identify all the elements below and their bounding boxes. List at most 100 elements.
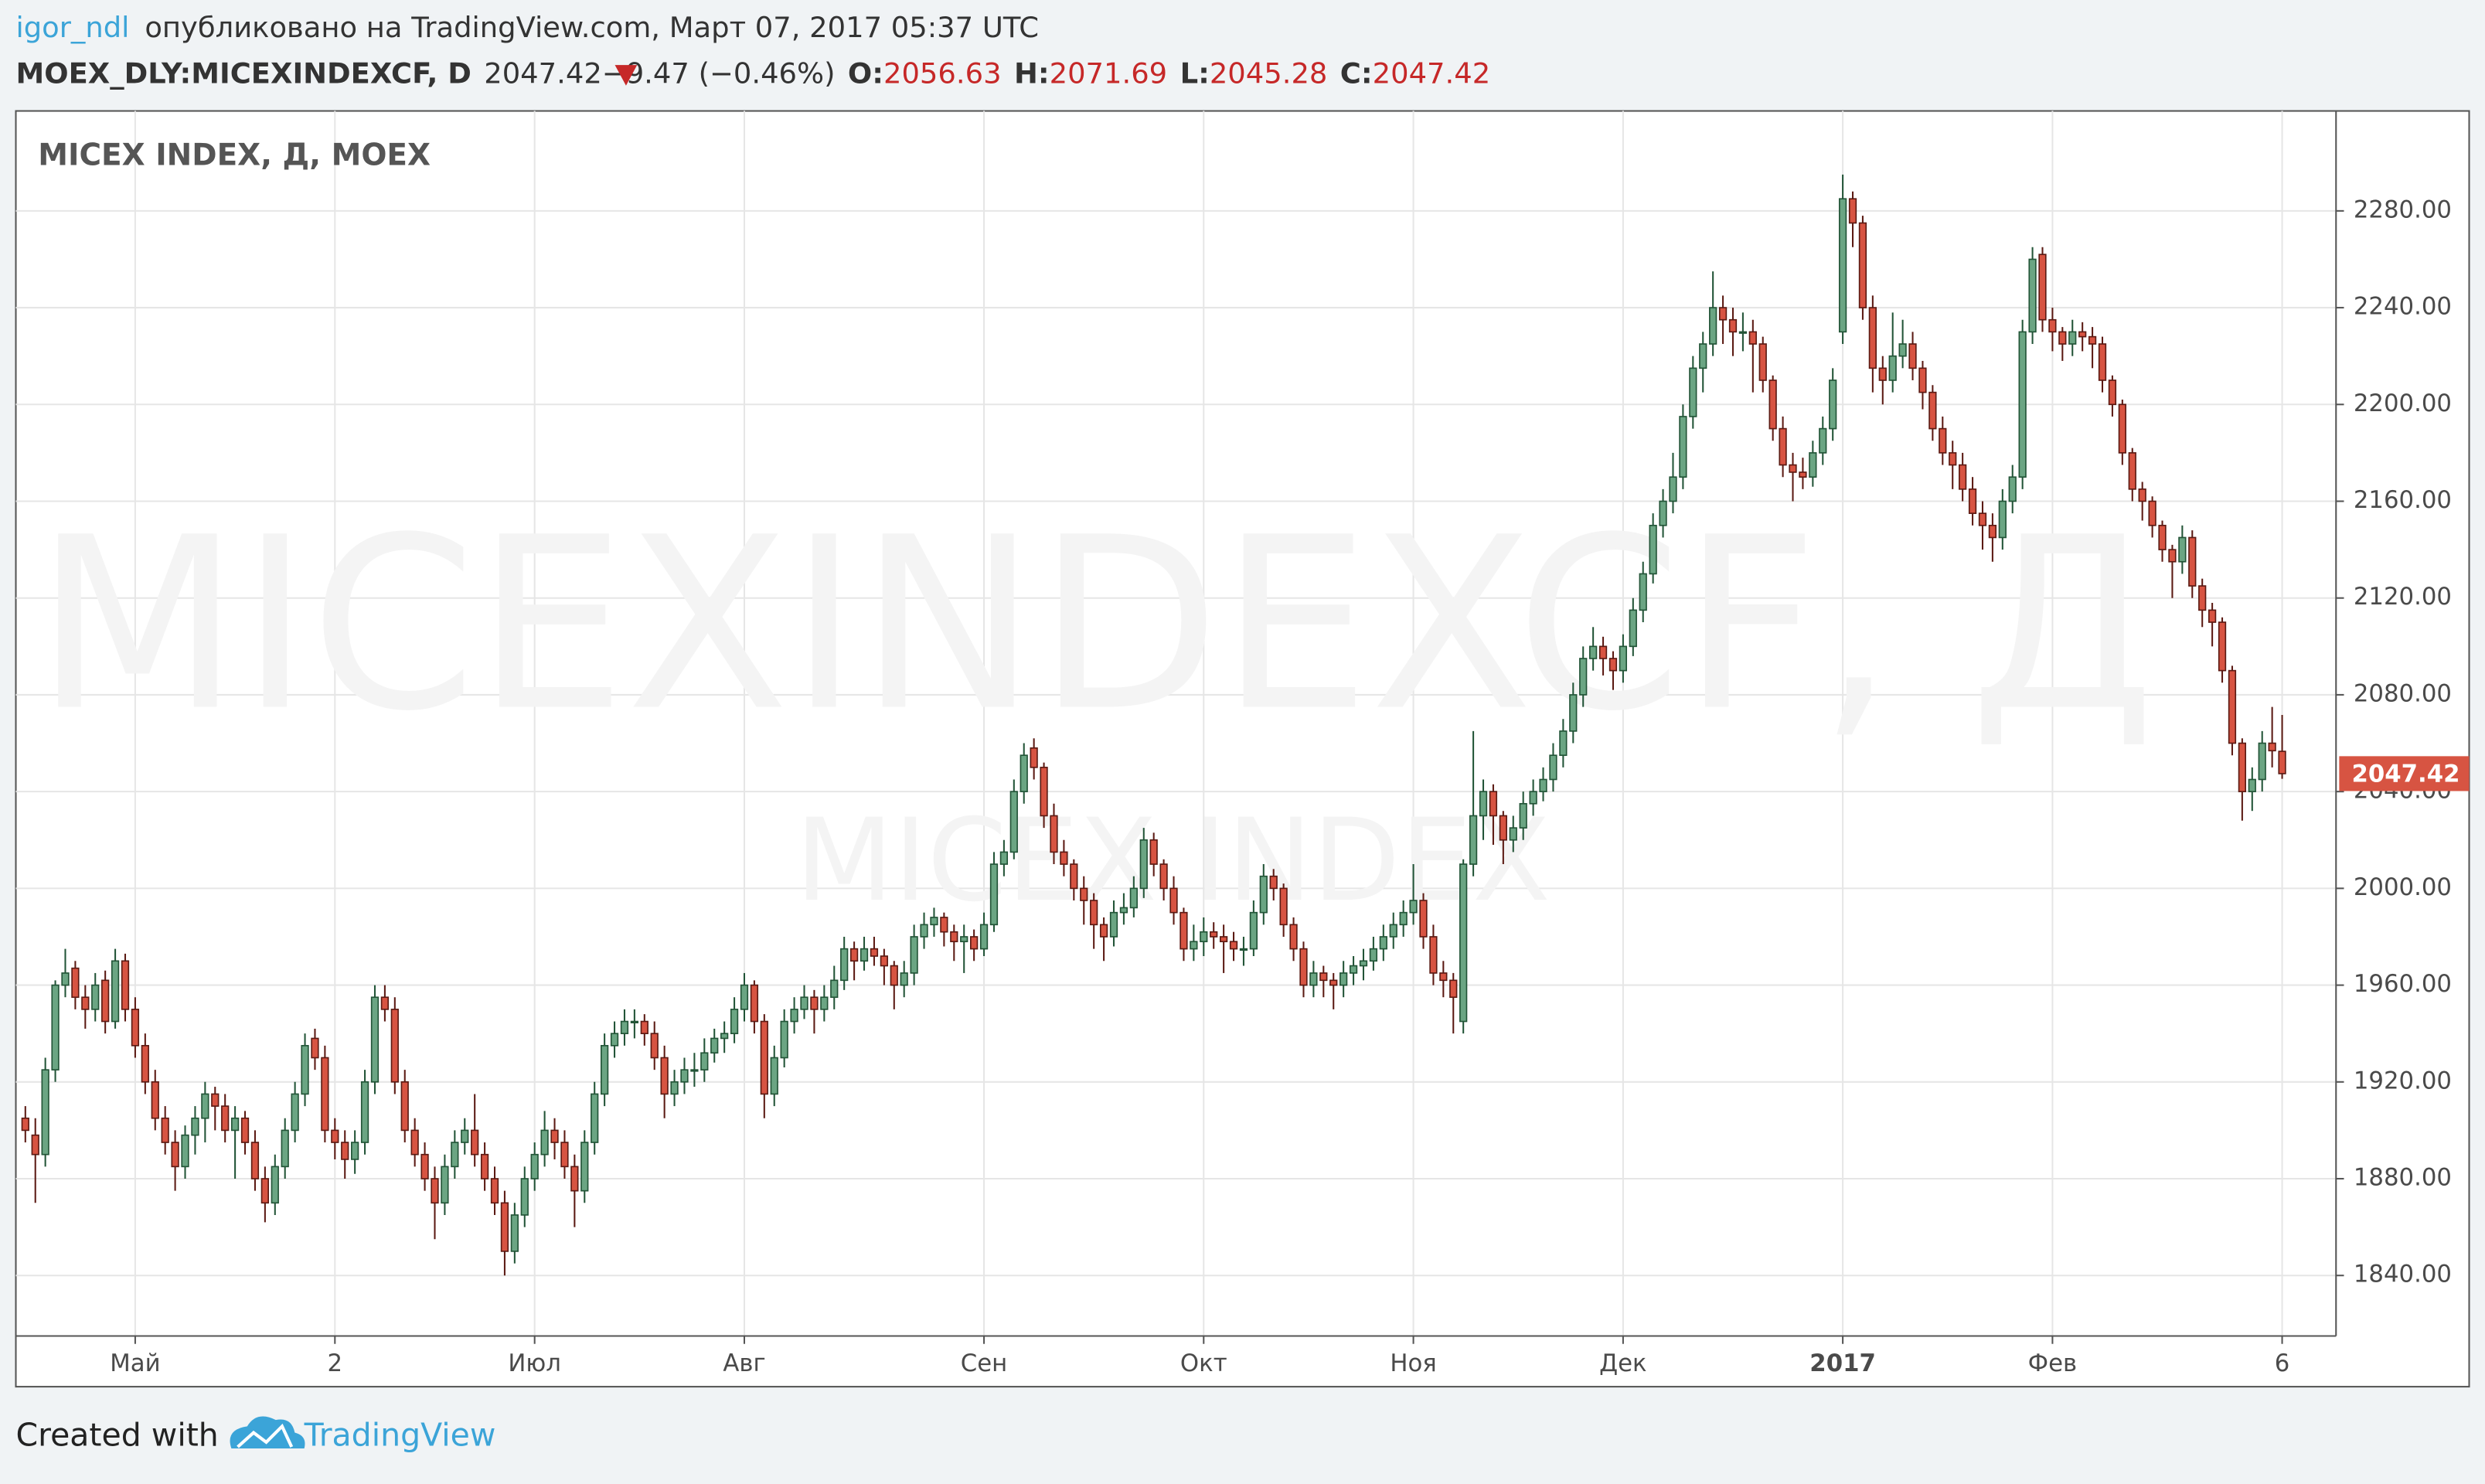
candle-body: [610, 1033, 619, 1047]
candle-body: [351, 1142, 359, 1160]
candle-body: [1588, 645, 1598, 659]
candle-body: [2198, 585, 2207, 611]
candle-body: [301, 1045, 309, 1095]
candle-body: [1299, 948, 1308, 986]
candle-body: [2158, 524, 2167, 550]
candle-body: [999, 851, 1009, 865]
candle-body: [161, 1117, 169, 1143]
candle-body: [41, 1069, 49, 1156]
candle-body: [1699, 343, 1707, 369]
candle-body: [1669, 476, 1677, 502]
candle-body: [640, 1020, 648, 1035]
candle-body: [1070, 863, 1078, 890]
footer-created: Created with: [16, 1417, 219, 1454]
candle-body: [670, 1081, 679, 1095]
candle-body: [1489, 791, 1498, 817]
candle-body: [1998, 500, 2007, 539]
candle-body: [1259, 875, 1268, 914]
candle-body: [2248, 778, 2256, 792]
candle-body: [1878, 367, 1887, 381]
candle-body: [101, 979, 110, 1023]
candle-body: [1768, 380, 1777, 430]
y-tick-label: 2000.00: [2354, 873, 2452, 901]
candle-body: [840, 948, 849, 982]
candle-body: [1939, 427, 1947, 454]
candle-body: [680, 1069, 689, 1083]
user-link[interactable]: igor_ndl: [16, 10, 130, 43]
candle-body: [2258, 742, 2266, 781]
candle-body: [800, 996, 808, 1010]
candle-body: [1529, 791, 1537, 805]
candle-body: [260, 1178, 269, 1204]
candle-body: [341, 1142, 349, 1160]
candle-body: [1848, 198, 1857, 224]
y-tick-label: 1920.00: [2354, 1067, 2452, 1094]
candle-body: [131, 1009, 140, 1047]
candle-body: [1149, 839, 1158, 865]
candle-body: [1858, 222, 1867, 308]
candle-body: [550, 1129, 559, 1143]
candle-body: [1569, 694, 1578, 732]
candle-body: [1040, 767, 1048, 817]
candle-body: [480, 1153, 489, 1179]
candle-body: [1629, 609, 1637, 648]
candle-body: [600, 1045, 609, 1095]
candle-body: [400, 1081, 409, 1132]
change: −9.47 (−0.46%): [602, 56, 836, 90]
candle-body: [2018, 331, 2027, 478]
candle-body: [2148, 500, 2157, 526]
candle-body: [151, 1081, 159, 1119]
candle-body: [780, 1020, 788, 1059]
candle-body: [770, 1057, 778, 1095]
candle-body: [1649, 524, 1657, 575]
candle-body: [1099, 924, 1108, 938]
candle-body: [2108, 380, 2117, 406]
candle-body: [1499, 815, 1507, 841]
x-tick-label: Окт: [1180, 1350, 1227, 1377]
candle-body: [730, 1009, 739, 1035]
header-line: igor_ndl опубликовано на TradingView.com…: [16, 10, 1039, 43]
candle-body: [1289, 924, 1298, 950]
y-tick-label: 2120.00: [2354, 583, 2452, 611]
footer-brand[interactable]: TradingView: [304, 1417, 496, 1454]
candle-body: [930, 917, 938, 926]
candle-body: [860, 948, 869, 962]
candle-body: [920, 924, 928, 938]
watermark: MICEXINDEXCF, Д: [35, 487, 2155, 764]
candle-body: [1579, 658, 1588, 696]
candle-body: [420, 1153, 429, 1179]
candle-body: [380, 996, 390, 1010]
candle-body: [1009, 791, 1018, 853]
candle-body: [2238, 742, 2246, 792]
x-tick-label: Ноя: [1390, 1350, 1436, 1377]
candle-body: [660, 1057, 669, 1095]
candle-body: [591, 1093, 599, 1143]
x-tick-label: Июл: [508, 1350, 561, 1377]
candle-body: [1060, 851, 1068, 865]
candle-body: [1639, 573, 1647, 611]
candle-body: [530, 1153, 539, 1179]
candle-body: [1169, 887, 1178, 914]
candle-body: [520, 1178, 529, 1216]
candle-body: [2178, 536, 2187, 563]
candle-body: [211, 1093, 220, 1107]
candle-body: [1249, 911, 1258, 950]
candle-body: [760, 1020, 768, 1095]
candle-body: [970, 936, 979, 950]
down-arrow: [614, 65, 638, 86]
candle-body: [1619, 645, 1628, 672]
y-tick-label: 1840.00: [2354, 1261, 2452, 1288]
candle-body: [1319, 972, 1328, 982]
candle-body: [1409, 900, 1418, 914]
candle-body: [2118, 403, 2126, 454]
candle-body: [820, 996, 829, 1010]
candle-body: [1269, 875, 1278, 890]
candle-body: [1419, 900, 1428, 938]
candle-body: [31, 1134, 39, 1156]
ohlc-value: 2047.42: [1373, 56, 1491, 90]
x-tick-label: Май: [110, 1350, 160, 1377]
logo-mark: [237, 1423, 294, 1448]
candle-body: [61, 972, 70, 986]
candle-body: [451, 1142, 459, 1168]
last-price-box: [2339, 756, 2470, 791]
